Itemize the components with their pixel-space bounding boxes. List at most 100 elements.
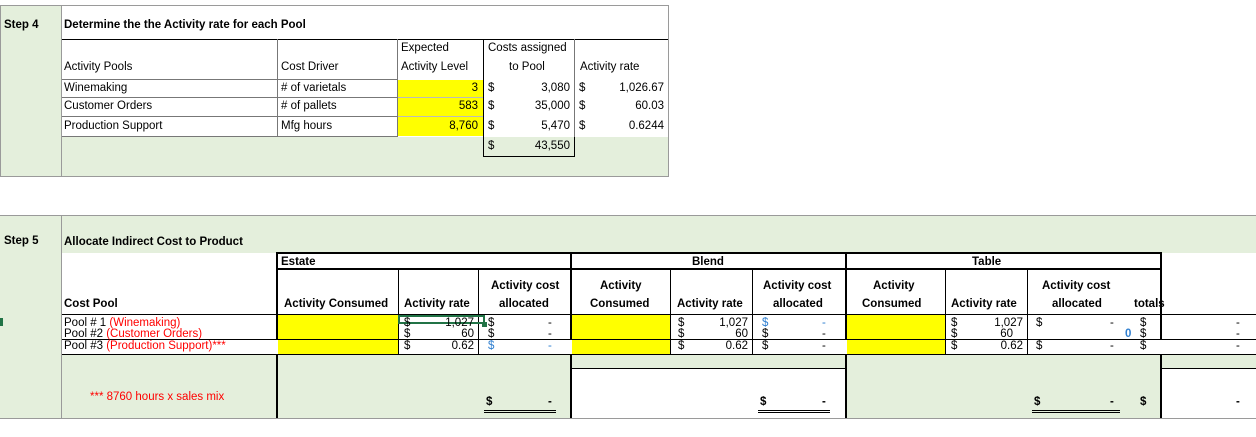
table-alloc-dollar: $ <box>1036 340 1043 352</box>
estate-alloc-dollar: $ <box>488 328 495 340</box>
blend-consumed-2: Consumed <box>590 298 650 310</box>
blend-consumed-input[interactable] <box>572 315 670 339</box>
header-activity-pools: Activity Pools <box>64 61 133 73</box>
activity-rate: 60.03 <box>635 100 664 112</box>
cost-assigned: 5,470 <box>541 120 570 132</box>
rate-dollar: $ <box>579 100 586 112</box>
estate-total-dash: - <box>548 396 552 408</box>
rate-dollar: $ <box>579 120 586 132</box>
step4-title: Determine the the Activity rate for each… <box>64 19 306 31</box>
blend-rate-value: 60 <box>735 328 748 340</box>
table-consumed-input[interactable] <box>847 315 945 339</box>
grand-total-dash: - <box>1236 396 1240 408</box>
header-expected-2: Activity Level <box>401 61 469 73</box>
total-dollar: $ <box>1140 317 1147 329</box>
cost-driver: # of varietals <box>281 82 347 94</box>
estate-rate: Activity rate <box>404 298 470 310</box>
blend-alloc-dollar: $ <box>762 328 769 340</box>
table-consumed-2: Consumed <box>862 298 922 310</box>
step4-label: Step 4 <box>4 19 39 31</box>
header-activity-rate: Activity rate <box>580 61 640 73</box>
estate-rate-dollar: $ <box>404 328 411 340</box>
cost-driver: # of pallets <box>281 100 337 112</box>
table-rate-dollar: $ <box>951 317 958 329</box>
estate-rate-dollar: $ <box>404 340 411 352</box>
table-alloc-zero: 0 <box>1125 328 1132 340</box>
header-costs-2: to Pool <box>509 61 545 73</box>
blend-rate: Activity rate <box>677 298 743 310</box>
footnote: *** 8760 hours x sales mix <box>90 391 225 403</box>
blend-alloc-dollar: $ <box>762 340 769 352</box>
header-costs-1: Costs assigned <box>488 42 567 54</box>
table-rate-value: 1,027 <box>994 317 1023 329</box>
estate-rate-value: 0.62 <box>451 340 474 352</box>
header-cost-driver: Cost Driver <box>281 61 339 73</box>
estate-rate-value: 1,027 <box>445 317 474 329</box>
table-total-dash: - <box>1110 396 1114 408</box>
table-rate-value: 60 <box>1000 328 1013 340</box>
selected-cell[interactable] <box>398 315 485 324</box>
table-rate: Activity rate <box>951 298 1017 310</box>
blend-alloc-1: Activity cost <box>763 280 832 292</box>
pool-name: Customer Orders <box>64 100 153 112</box>
product-estate: Estate <box>281 256 316 268</box>
activity-level[interactable]: 583 <box>458 100 478 112</box>
table-alloc-1: Activity cost <box>1042 280 1111 292</box>
table-alloc-2: allocated <box>1052 298 1102 310</box>
blend-rate-dollar: $ <box>678 328 685 340</box>
estate-alloc-dollar: $ <box>488 340 495 352</box>
estate-alloc-dollar: $ <box>488 317 495 329</box>
estate-rate-dollar: $ <box>404 317 411 329</box>
activity-level[interactable]: 8,760 <box>449 120 478 132</box>
cost-dollar: $ <box>488 82 495 94</box>
pool-description: (Customer Orders) <box>106 328 203 340</box>
step5-title: Allocate Indirect Cost to Product <box>64 236 243 248</box>
estate-alloc-dash: - <box>548 340 552 352</box>
activity-rate: 0.6244 <box>628 120 664 132</box>
total-dollar: $ <box>488 140 495 152</box>
step5-label: Step 5 <box>4 235 39 247</box>
total-dollar: $ <box>1140 340 1147 352</box>
estate-alloc-dash: - <box>548 328 552 340</box>
rate-dollar: $ <box>579 82 586 94</box>
table-consumed-1: Activity <box>873 280 915 292</box>
estate-total-dollar: $ <box>486 396 493 408</box>
table-rate-value: 0.62 <box>1000 340 1023 352</box>
estate-consumed: Activity Consumed <box>284 298 389 310</box>
header-expected-1: Expected <box>401 42 449 54</box>
estate-consumed-input[interactable] <box>278 315 398 339</box>
cost-assigned: 35,000 <box>534 100 570 112</box>
activity-level[interactable]: 3 <box>471 82 478 94</box>
product-blend: Blend <box>692 256 724 268</box>
cost-pool-header: Cost Pool <box>64 298 118 310</box>
blend-alloc-dash: - <box>822 340 826 352</box>
estate-alloc-2: allocated <box>499 298 549 310</box>
pool-description: (Production Support)*** <box>106 340 226 352</box>
table-alloc-dash: - <box>1110 340 1114 352</box>
estate-alloc-1: Activity cost <box>491 280 560 292</box>
total-dash: - <box>1236 328 1240 340</box>
blend-total-dash: - <box>822 396 826 408</box>
blend-rate-value: 0.62 <box>725 340 748 352</box>
pool-name: Production Support <box>64 120 163 132</box>
pool-name: Pool # 1 <box>64 317 107 329</box>
total-dollar: $ <box>1140 328 1147 340</box>
table-rate-dollar: $ <box>951 340 958 352</box>
table-total-dollar: $ <box>1034 396 1041 408</box>
blend-rate-dollar: $ <box>678 317 685 329</box>
blend-consumed-1: Activity <box>600 280 642 292</box>
total-cost: 43,550 <box>534 140 570 152</box>
cost-dollar: $ <box>488 120 495 132</box>
activity-rate: 1,026.67 <box>619 82 664 94</box>
table-alloc-dash: - <box>1110 317 1114 329</box>
pool-name: Pool #2 <box>64 328 104 340</box>
product-table: Table <box>972 256 1002 268</box>
blend-rate-dollar: $ <box>678 340 685 352</box>
estate-rate-value: 60 <box>461 328 474 340</box>
blend-alloc-2: allocated <box>773 298 823 310</box>
blend-alloc-dash: - <box>822 317 826 329</box>
blend-alloc-dash: - <box>822 328 826 340</box>
cost-dollar: $ <box>488 100 495 112</box>
table-alloc-dollar: $ <box>1036 317 1043 329</box>
estate-alloc-dash: - <box>548 317 552 329</box>
